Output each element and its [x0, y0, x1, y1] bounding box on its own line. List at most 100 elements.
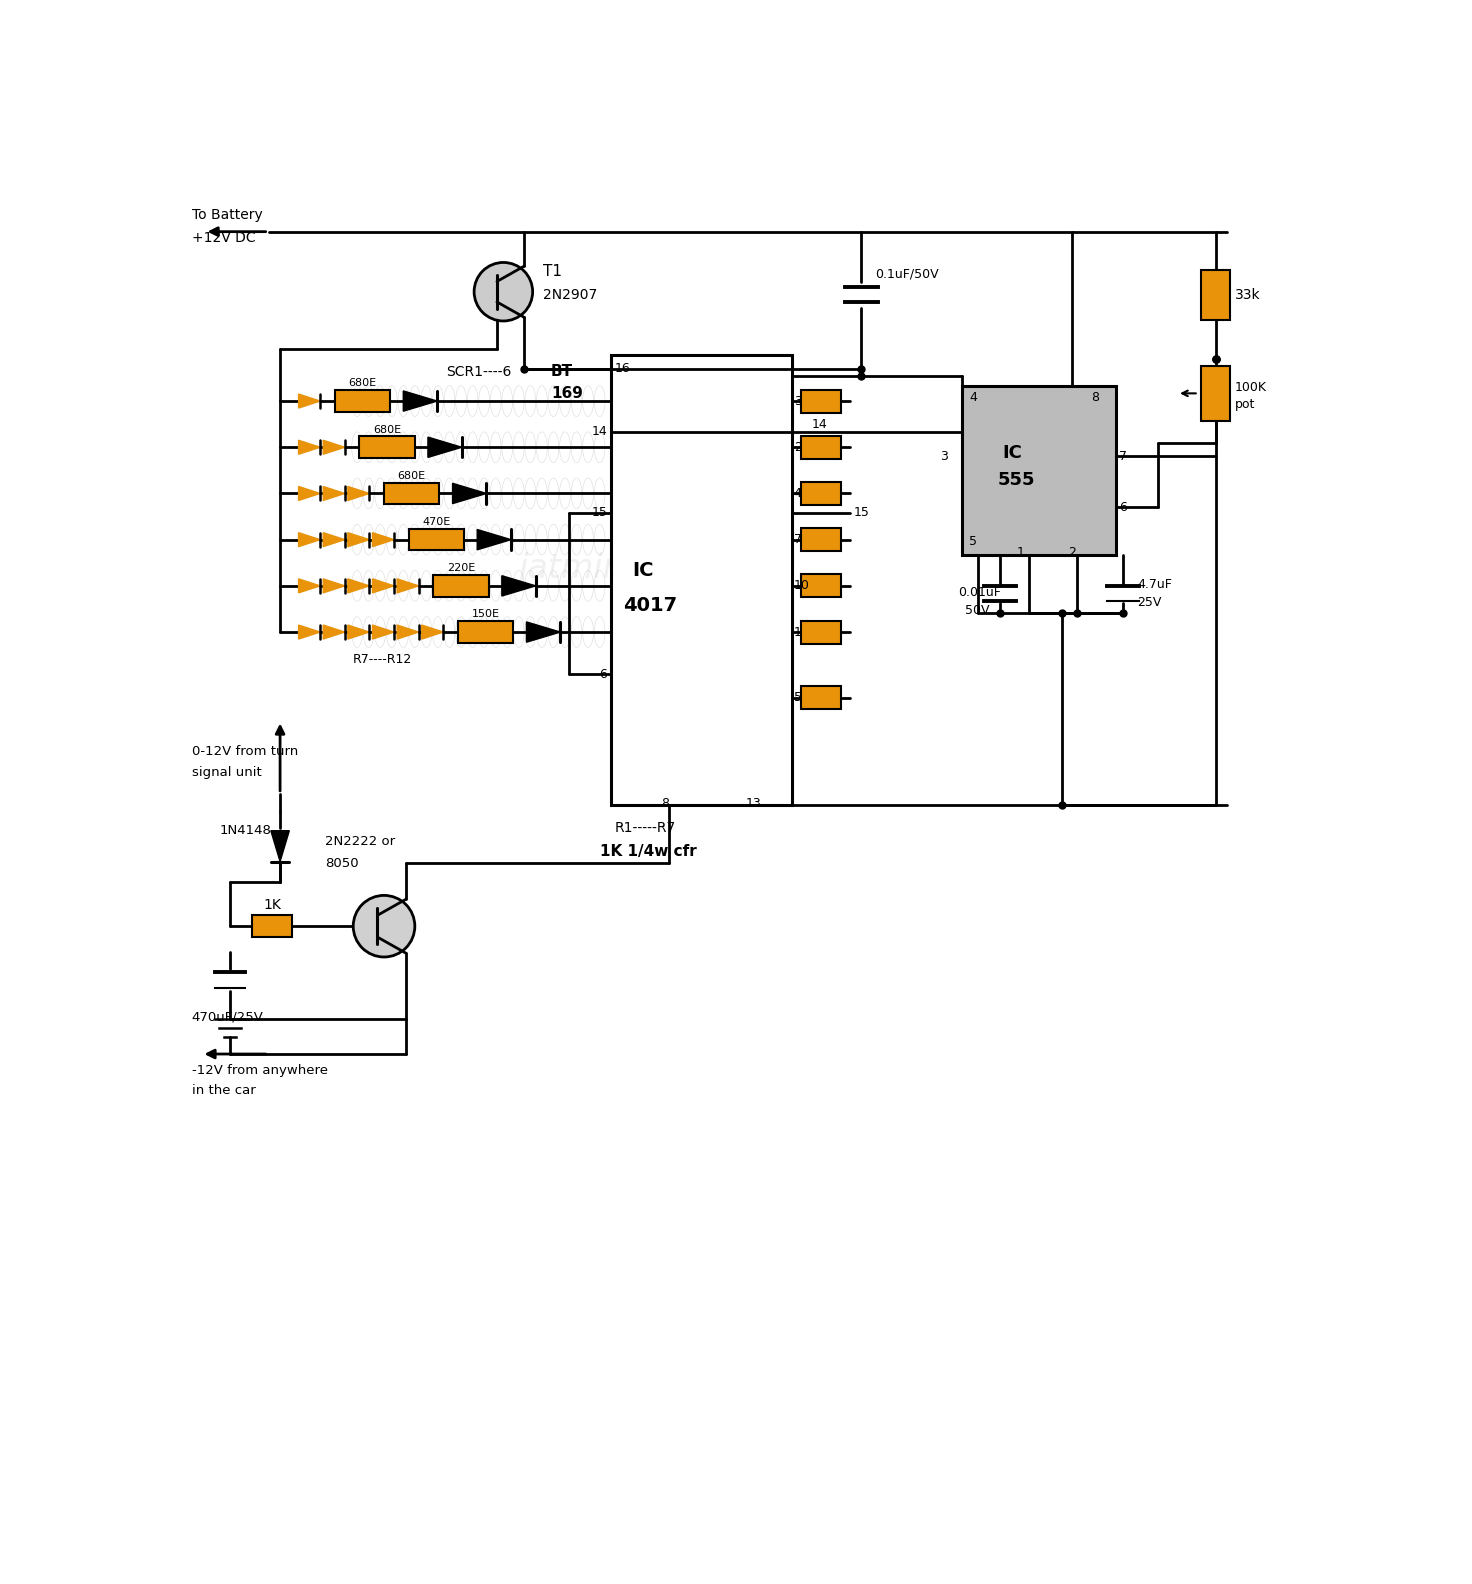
Polygon shape — [397, 626, 418, 638]
Text: 16: 16 — [615, 363, 631, 375]
Bar — [409, 529, 464, 550]
Text: 50V: 50V — [966, 604, 989, 618]
Text: 220E: 220E — [447, 564, 475, 573]
Polygon shape — [299, 440, 319, 455]
Bar — [359, 437, 415, 458]
Text: 470E: 470E — [422, 516, 450, 527]
Text: 7: 7 — [793, 534, 802, 546]
Text: 15: 15 — [592, 507, 608, 520]
Bar — [334, 390, 390, 412]
Text: 2N2222 or: 2N2222 or — [325, 835, 394, 847]
Text: 3: 3 — [939, 450, 948, 463]
Polygon shape — [422, 626, 443, 638]
Bar — [801, 575, 842, 597]
Text: 14: 14 — [592, 426, 608, 439]
Text: 3: 3 — [793, 394, 802, 407]
Text: 470uF/25V: 470uF/25V — [191, 1011, 263, 1023]
Text: R7----R12: R7----R12 — [353, 653, 412, 665]
Polygon shape — [299, 626, 319, 638]
Text: 680E: 680E — [372, 425, 402, 434]
Polygon shape — [347, 532, 369, 546]
Text: 0.01uF: 0.01uF — [958, 586, 1001, 599]
Text: 1N4148: 1N4148 — [219, 824, 272, 838]
Bar — [801, 390, 842, 412]
Text: 680E: 680E — [349, 379, 377, 388]
Text: 25V: 25V — [1136, 596, 1161, 610]
Bar — [611, 355, 792, 805]
Text: 2: 2 — [793, 440, 802, 453]
Polygon shape — [299, 578, 319, 592]
Polygon shape — [502, 575, 536, 596]
Polygon shape — [324, 440, 344, 455]
Text: 1K: 1K — [263, 898, 281, 912]
Polygon shape — [299, 532, 319, 546]
Text: jatmimon: jatmimon — [518, 553, 677, 584]
Polygon shape — [271, 830, 290, 862]
Circle shape — [474, 263, 533, 322]
Text: 1: 1 — [793, 626, 802, 638]
Text: 5: 5 — [969, 535, 977, 548]
Text: 150E: 150E — [471, 610, 499, 619]
Bar — [1201, 269, 1231, 320]
Polygon shape — [477, 529, 511, 550]
Text: 0-12V from turn: 0-12V from turn — [191, 744, 297, 757]
Text: IC: IC — [633, 561, 654, 580]
Bar — [458, 621, 514, 643]
Text: T1: T1 — [543, 265, 562, 279]
Polygon shape — [299, 394, 319, 409]
Text: 555: 555 — [998, 470, 1035, 488]
Polygon shape — [324, 532, 344, 546]
Polygon shape — [397, 578, 418, 592]
Polygon shape — [428, 437, 462, 458]
Bar — [801, 436, 842, 459]
Text: in the car: in the car — [191, 1083, 255, 1096]
Bar — [611, 497, 792, 705]
Polygon shape — [324, 486, 344, 501]
Bar — [801, 686, 842, 710]
Text: 6: 6 — [599, 668, 608, 681]
Polygon shape — [372, 626, 394, 638]
Bar — [961, 385, 1116, 554]
Text: 0.1uF/50V: 0.1uF/50V — [876, 268, 939, 280]
Text: 4: 4 — [793, 486, 802, 501]
Text: 5: 5 — [793, 691, 802, 703]
Bar — [1201, 366, 1231, 421]
Text: 100K: 100K — [1235, 380, 1267, 394]
Text: 13: 13 — [746, 797, 761, 811]
Polygon shape — [347, 578, 369, 592]
Text: IC: IC — [1002, 445, 1022, 463]
Polygon shape — [347, 626, 369, 638]
Text: 7: 7 — [1119, 450, 1128, 463]
Text: 4.7uF: 4.7uF — [1136, 578, 1172, 591]
Text: BT: BT — [551, 364, 573, 379]
Text: 2N2907: 2N2907 — [543, 288, 598, 303]
Text: -12V from anywhere: -12V from anywhere — [191, 1064, 328, 1077]
Text: 8050: 8050 — [325, 857, 358, 870]
Polygon shape — [372, 532, 394, 546]
Polygon shape — [403, 391, 437, 412]
Polygon shape — [324, 578, 344, 592]
Bar — [801, 621, 842, 643]
Text: 2: 2 — [1067, 546, 1076, 559]
Text: 6: 6 — [1119, 501, 1128, 513]
Text: R1-----R7: R1-----R7 — [615, 822, 676, 835]
Polygon shape — [452, 483, 486, 504]
Text: 33k: 33k — [1235, 288, 1260, 303]
Bar — [801, 482, 842, 505]
Text: 680E: 680E — [397, 470, 425, 482]
Text: 14: 14 — [811, 418, 827, 431]
Text: 4: 4 — [969, 391, 977, 404]
Bar — [252, 916, 293, 938]
Bar — [801, 527, 842, 551]
Text: 169: 169 — [551, 386, 583, 401]
Text: pot: pot — [1235, 399, 1256, 412]
Polygon shape — [324, 626, 344, 638]
Polygon shape — [299, 486, 319, 501]
Text: 8: 8 — [661, 797, 670, 811]
Text: 1K 1/4w cfr: 1K 1/4w cfr — [599, 844, 696, 859]
Text: 1: 1 — [1017, 546, 1025, 559]
Text: To Battery: To Battery — [191, 208, 262, 222]
Bar — [384, 483, 440, 504]
Text: 8: 8 — [1091, 391, 1100, 404]
Polygon shape — [347, 486, 369, 501]
